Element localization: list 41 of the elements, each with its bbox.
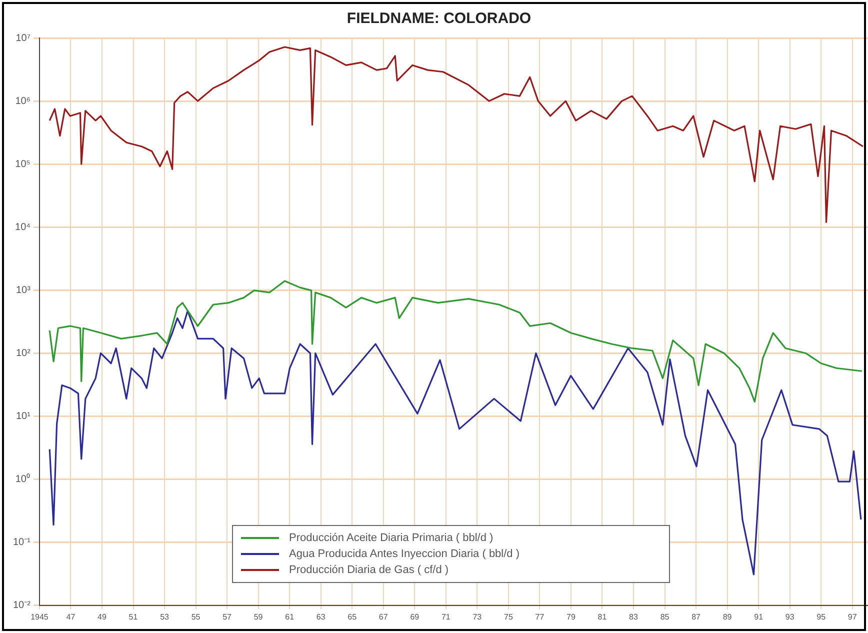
x-tick-label: 59 (254, 612, 264, 622)
x-tick-label: 63 (316, 612, 326, 622)
legend-label: Agua Producida Antes Inyeccion Diaria ( bbl/d ) (289, 548, 520, 560)
y-tick-label: 10³ (16, 284, 32, 296)
x-tick-label: 51 (128, 612, 138, 622)
y-tick-label: 10⁶ (15, 96, 30, 107)
x-tick-label: 1945 (30, 612, 49, 622)
x-tick-label: 65 (348, 612, 358, 622)
legend-label: Producción Diaria de Gas ( cf/d ) (289, 564, 449, 576)
x-tick-label: 47 (66, 612, 76, 622)
x-tick-label: 85 (660, 612, 670, 622)
y-tick-label: 10⁻² (13, 600, 32, 612)
x-tick-label: 89 (722, 612, 732, 622)
x-tick-label: 61 (285, 612, 295, 622)
x-tick-label: 67 (378, 612, 388, 622)
y-tick-label: 10⁴ (15, 222, 30, 233)
x-tick-label: 75 (504, 612, 514, 622)
y-tick-label: 10⁰ (15, 473, 30, 486)
x-tick-label: 83 (629, 612, 638, 622)
x-tick-label: 95 (816, 612, 826, 622)
x-tick-label: 71 (441, 612, 451, 622)
x-tick-label: 79 (566, 612, 576, 622)
x-tick-label: 81 (598, 612, 608, 622)
x-tick-label: 93 (785, 612, 795, 622)
x-tick-label: 77 (535, 612, 545, 622)
x-tick-label: 87 (692, 612, 702, 622)
x-tick-label: 57 (222, 612, 232, 622)
y-tick-label: 10¹ (16, 411, 32, 422)
x-tick-label: 55 (191, 612, 201, 622)
chart-title: FIELDNAME: COLORADO (346, 10, 532, 28)
x-tick-label: 49 (98, 612, 107, 622)
y-tick-label: 10⁵ (15, 158, 30, 170)
x-tick-label: 73 (472, 612, 482, 622)
x-tick-label: 97 (848, 612, 858, 622)
y-tick-label: 10² (16, 348, 32, 359)
legend-label: Producción Aceite Diaria Primaria ( bbl/d ) (289, 532, 494, 544)
x-tick-label: 53 (160, 612, 170, 622)
y-tick-label: 10⁻¹ (13, 537, 32, 548)
x-tick-label: 91 (754, 612, 764, 622)
x-tick-label: 69 (410, 612, 420, 622)
y-tick-label: 10⁷ (16, 32, 31, 44)
